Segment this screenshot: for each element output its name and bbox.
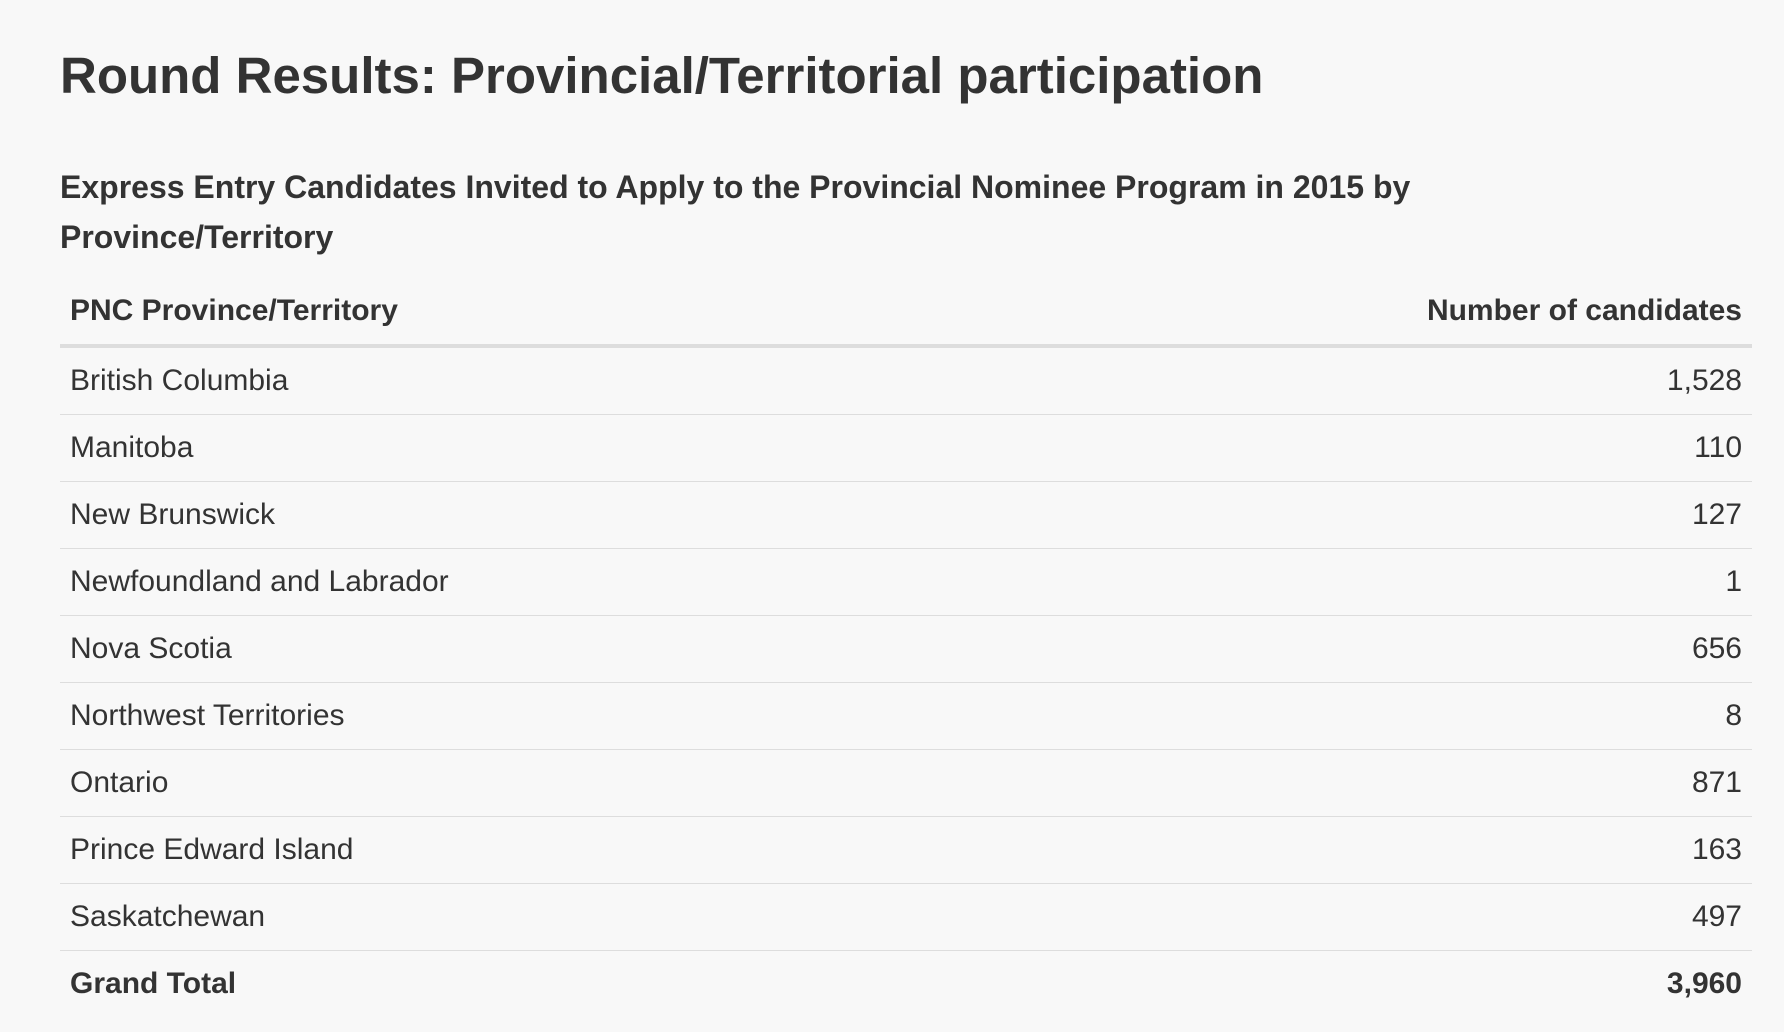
province-cell: Manitoba — [60, 414, 980, 482]
table-row: Ontario 871 — [60, 749, 1752, 817]
column-header-province: PNC Province/Territory — [60, 278, 980, 348]
page-title: Round Results: Provincial/Territorial pa… — [60, 47, 1264, 104]
province-cell: Saskatchewan — [60, 883, 980, 951]
count-cell: 127 — [979, 481, 1752, 549]
province-cell: Newfoundland and Labrador — [60, 548, 980, 616]
province-cell: Prince Edward Island — [60, 816, 980, 884]
column-header-count: Number of candidates — [979, 278, 1752, 348]
count-cell: 110 — [979, 414, 1752, 482]
table-row: New Brunswick 127 — [60, 481, 1752, 549]
grand-total-row: Grand Total 3,960 — [60, 951, 1752, 1018]
table-header-row: PNC Province/Territory Number of candida… — [60, 278, 1752, 348]
table-row: Nova Scotia 656 — [60, 615, 1752, 683]
results-table: PNC Province/Territory Number of candida… — [60, 278, 1752, 1017]
province-cell: Ontario — [60, 749, 980, 817]
table-caption: Express Entry Candidates Invited to Appl… — [60, 169, 1411, 255]
count-cell: 1 — [979, 548, 1752, 616]
count-cell: 8 — [979, 682, 1752, 750]
count-cell: 497 — [979, 883, 1752, 951]
grand-total-count: 3,960 — [1666, 967, 1742, 1000]
province-cell: British Columbia — [60, 346, 980, 415]
province-cell: Nova Scotia — [60, 615, 980, 683]
province-cell: New Brunswick — [60, 481, 980, 549]
count-cell: 871 — [979, 749, 1752, 817]
table-row: Saskatchewan 497 — [60, 883, 1752, 951]
table-row: Northwest Territories 8 — [60, 682, 1752, 750]
grand-total-label: Grand Total — [70, 967, 237, 1000]
table-row: British Columbia 1,528 — [60, 346, 1752, 415]
table-row: Prince Edward Island 163 — [60, 816, 1752, 884]
table-row: Manitoba 110 — [60, 414, 1752, 482]
table-row: Newfoundland and Labrador 1 — [60, 548, 1752, 616]
count-cell: 1,528 — [979, 346, 1752, 415]
count-cell: 163 — [979, 816, 1752, 884]
count-cell: 656 — [979, 615, 1752, 683]
province-cell: Northwest Territories — [60, 682, 980, 750]
